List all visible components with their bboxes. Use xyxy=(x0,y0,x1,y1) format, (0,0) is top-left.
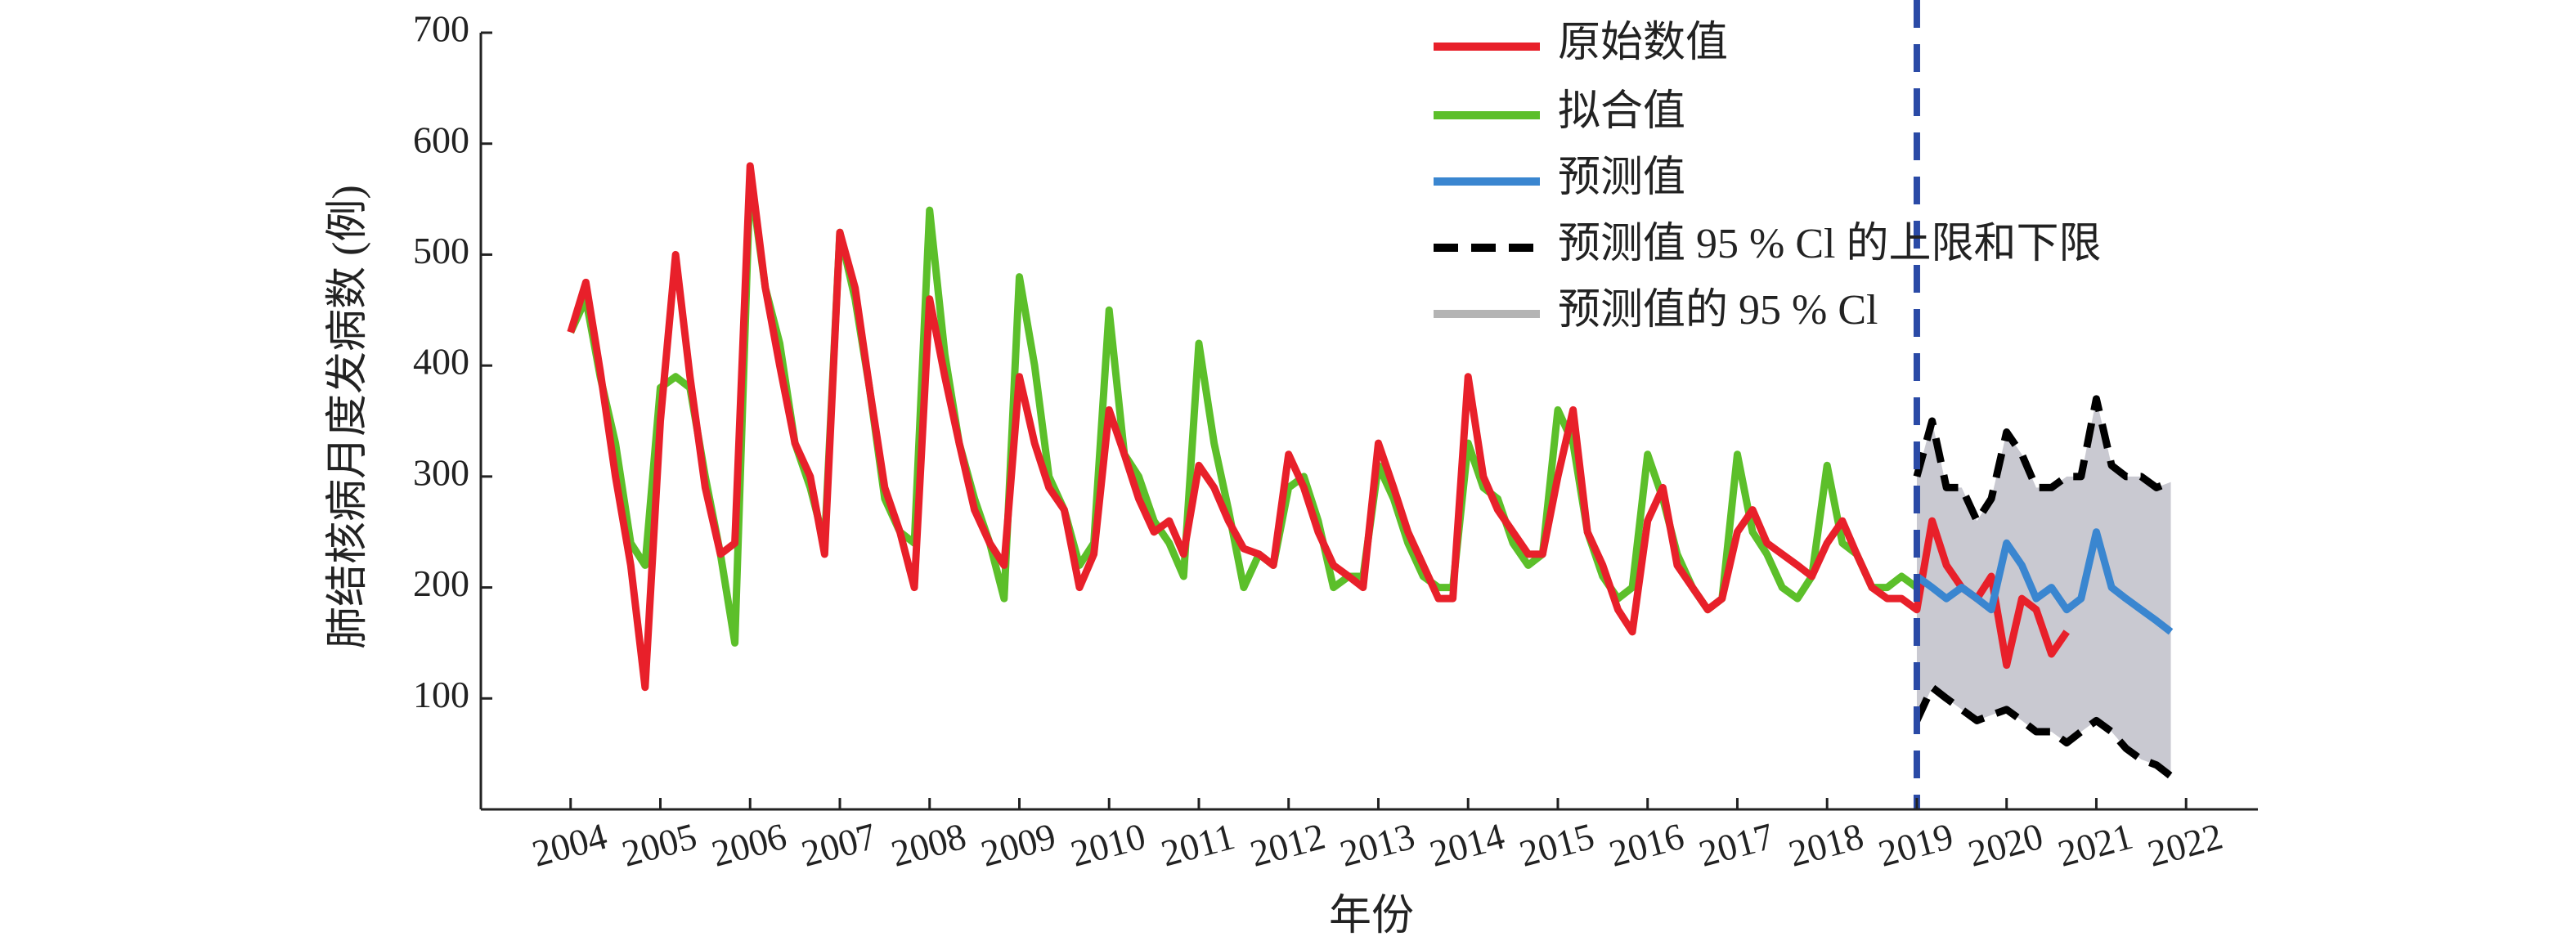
series-line xyxy=(567,162,2070,692)
x-tick-label: 2009 xyxy=(976,815,1060,875)
x-tick-label: 2021 xyxy=(2053,815,2137,875)
ci-band xyxy=(1916,398,2171,777)
x-tick-label: 2017 xyxy=(1694,815,1778,875)
x-tick-label: 2016 xyxy=(1604,815,1688,875)
x-tick-label: 2010 xyxy=(1066,815,1150,875)
y-tick-label: 500 xyxy=(413,230,469,271)
y-tick-label: 300 xyxy=(413,451,469,493)
ci-upper-line xyxy=(1913,395,2173,525)
legend-label: 原始数值 xyxy=(1558,20,1728,66)
y-tick-label: 700 xyxy=(413,8,469,50)
y-axis-label: 肺结核病月度发病数 (例) xyxy=(325,185,371,649)
y-tick-label: 100 xyxy=(413,674,469,715)
x-axis-label: 年份 xyxy=(1329,893,1414,939)
x-tick-label: 2012 xyxy=(1245,815,1329,875)
x-tick-label: 2015 xyxy=(1515,815,1599,875)
x-tick-label: 2013 xyxy=(1335,815,1419,875)
x-tick-label: 2005 xyxy=(617,815,701,875)
x-tick-label: 2011 xyxy=(1156,815,1238,875)
series-line xyxy=(1914,528,2174,635)
legend-label: 预测值的 95 % Cl xyxy=(1558,287,1878,334)
y-tick-label: 200 xyxy=(413,562,469,604)
x-tick-label: 2018 xyxy=(1784,815,1868,875)
x-tick-label: 2022 xyxy=(2143,815,2227,875)
x-tick-label: 2020 xyxy=(1963,815,2047,875)
x-tick-label: 2008 xyxy=(886,815,970,875)
x-tick-label: 2007 xyxy=(797,815,881,875)
legend-label: 预测值 xyxy=(1558,155,1685,201)
legend-label: 预测值 95 % Cl 的上限和下限 xyxy=(1558,221,2101,267)
x-tick-label: 2006 xyxy=(707,815,791,875)
legend-label: 拟合值 xyxy=(1558,88,1685,135)
ci-lower-line xyxy=(1913,683,2174,779)
y-tick-label: 600 xyxy=(413,119,469,160)
x-tick-label: 2004 xyxy=(527,815,611,875)
x-tick-label: 2014 xyxy=(1425,815,1509,875)
x-tick-label: 2019 xyxy=(1874,815,1958,875)
y-tick-label: 400 xyxy=(413,341,469,383)
